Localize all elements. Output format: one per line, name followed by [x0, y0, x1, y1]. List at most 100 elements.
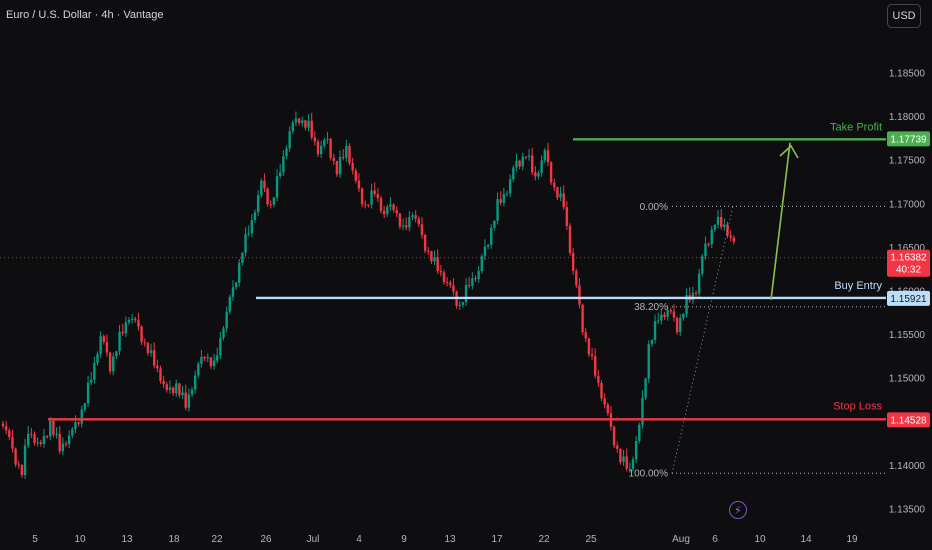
candle-body [644, 378, 647, 398]
currency-button[interactable]: USD [887, 4, 921, 28]
candle-body [181, 392, 184, 396]
candle-body [594, 356, 597, 376]
candle-body [357, 180, 361, 189]
candle-body [310, 120, 313, 138]
candle-body [209, 357, 213, 367]
candle-body [219, 337, 222, 356]
current-price-tag: 40:32 [896, 265, 921, 276]
candle-body [288, 131, 291, 149]
candle-body [175, 383, 178, 394]
y-tick-label: 1.13500 [889, 505, 926, 516]
candle-body [67, 435, 71, 445]
candle-body [666, 310, 669, 317]
candle-body [130, 318, 134, 320]
candle-body [178, 383, 181, 396]
candle-body [704, 243, 707, 257]
x-tick-label: 19 [846, 534, 858, 545]
candle-body [726, 224, 729, 236]
candle-body [80, 409, 83, 424]
candle-body [716, 216, 720, 225]
candle-body [329, 138, 332, 158]
candle-body [477, 270, 480, 280]
candle-body [625, 456, 628, 469]
target-arrow-head [779, 144, 799, 159]
candle-body [405, 225, 408, 228]
candle-body [291, 122, 294, 132]
fib-diagonal [671, 206, 734, 474]
lightning-icon[interactable]: ⚡ [729, 501, 747, 519]
candle-body [93, 362, 96, 380]
candle-body [411, 215, 414, 218]
candle-body [105, 341, 109, 353]
level-label: Buy Entry [834, 280, 882, 292]
candle-body [663, 314, 666, 317]
candle-body [641, 397, 644, 425]
x-tick-label: 13 [121, 534, 133, 545]
candle-body [121, 331, 124, 334]
x-tick-label: 6 [712, 534, 718, 545]
candle-body [647, 344, 650, 379]
candle-body [20, 464, 24, 476]
x-tick-label: 5 [32, 534, 38, 545]
candle-body [373, 190, 376, 195]
candle-body [710, 229, 713, 245]
candle-body [464, 284, 468, 303]
candle-body [203, 356, 206, 359]
symbol-title[interactable]: Euro / U.S. Dollar · 4h · Vantage [6, 9, 164, 21]
x-tick-label: Aug [672, 534, 690, 545]
candle-body [332, 157, 335, 162]
candle-body [247, 233, 250, 235]
candle-body [49, 420, 52, 437]
y-tick-label: 1.15500 [889, 330, 926, 341]
candle-body [266, 188, 269, 205]
candle-body [386, 206, 389, 215]
candle-body [263, 180, 266, 189]
candle-body [338, 157, 342, 175]
candle-body [653, 321, 657, 340]
candle-body [354, 170, 357, 181]
candle-body [512, 167, 515, 180]
candle-body [458, 304, 461, 306]
candle-body [553, 182, 556, 188]
candle-body [36, 442, 39, 444]
candle-body [546, 150, 550, 163]
candle-body [45, 436, 49, 438]
candle-body [269, 204, 272, 206]
candle-body [691, 292, 695, 301]
candle-body [597, 375, 600, 383]
x-tick-label: 9 [401, 534, 407, 545]
y-tick-label: 1.14000 [889, 461, 926, 472]
candle-body [401, 225, 405, 227]
candle-body [697, 273, 701, 294]
candle-body [521, 156, 524, 167]
candle-body [628, 468, 632, 470]
candle-body [534, 172, 537, 177]
candle-body [483, 246, 487, 257]
candle-body [713, 224, 717, 230]
candle-body [108, 352, 112, 372]
candle-body [30, 433, 33, 435]
candle-body [657, 320, 660, 322]
candle-body [650, 339, 654, 345]
candle-body [112, 356, 115, 372]
candle-body [253, 212, 257, 221]
candle-body [436, 257, 439, 272]
x-tick-label: 17 [491, 534, 503, 545]
candle-body [675, 317, 679, 333]
candle-body [335, 161, 339, 175]
candle-body [212, 360, 216, 367]
candle-body [379, 198, 383, 211]
candle-body [61, 443, 65, 452]
candle-body [480, 256, 483, 271]
candle-body [562, 193, 565, 208]
fib-label: 0.00% [640, 202, 668, 213]
candle-body [578, 285, 581, 305]
candle-body [631, 459, 635, 469]
candle-body [39, 442, 42, 444]
candle-body [200, 356, 203, 364]
candle-body [307, 120, 310, 128]
candle-body [234, 282, 238, 288]
candle-body [115, 351, 118, 357]
